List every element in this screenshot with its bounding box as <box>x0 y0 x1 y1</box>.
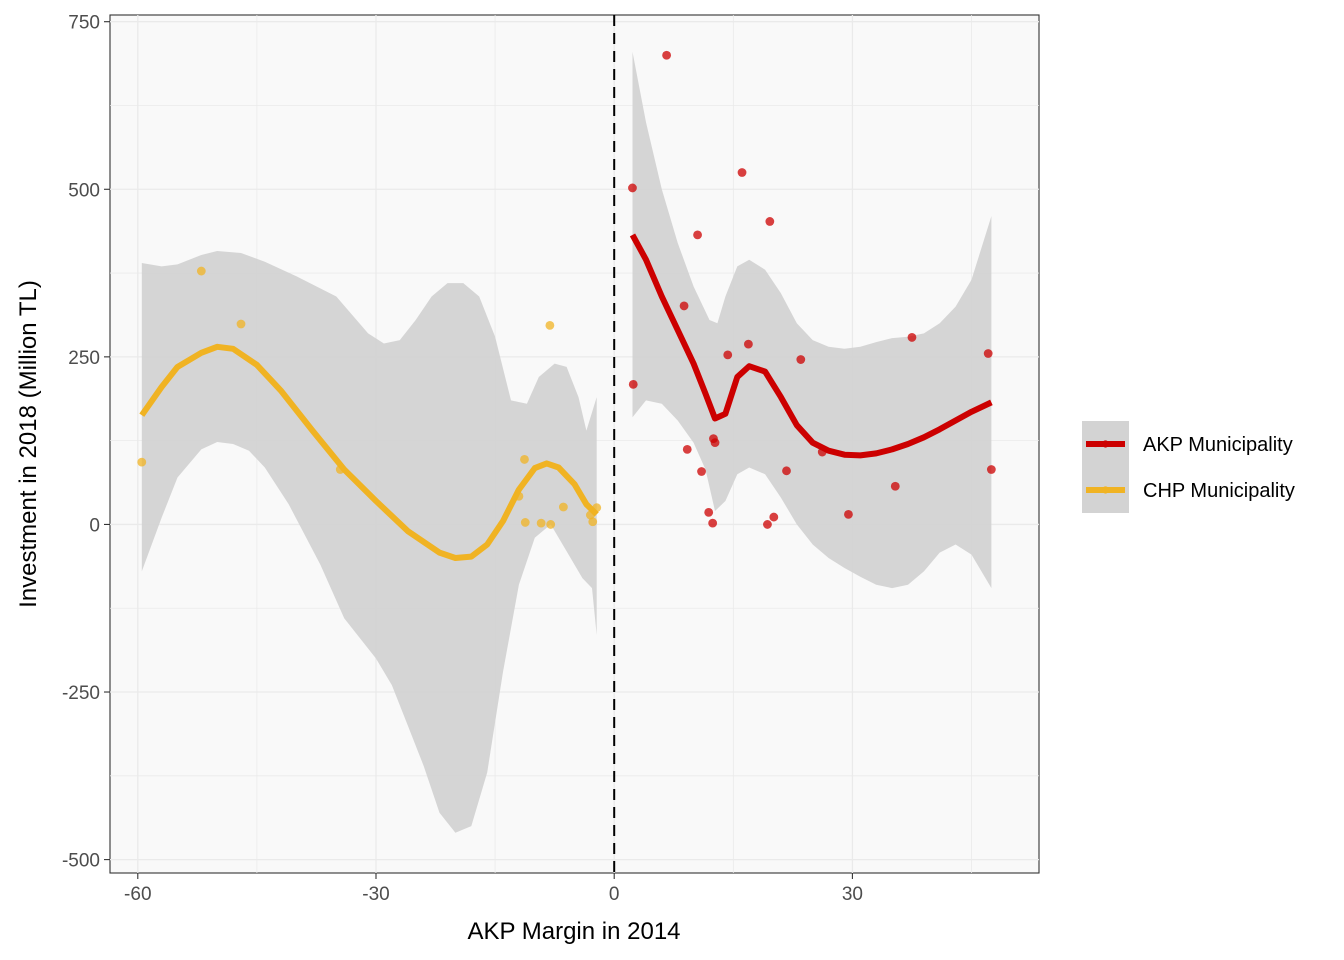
akp-data-point <box>723 350 733 360</box>
akp-data-point <box>890 481 900 491</box>
legend-key-point <box>1101 486 1110 494</box>
y-tick-label: 250 <box>68 348 100 369</box>
legend: AKP Municipality CHP Municipality <box>1082 421 1295 513</box>
data-points <box>137 50 996 529</box>
y-axis-title: Investment in 2018 (Million TL) <box>15 280 42 608</box>
x-tick-label: 30 <box>842 884 863 905</box>
y-tick-label: 750 <box>68 13 100 34</box>
chp-data-point <box>546 520 556 529</box>
x-tick-label: 0 <box>609 884 620 905</box>
akp-data-point <box>782 466 791 476</box>
akp-data-point <box>763 520 772 529</box>
chp-data-point <box>585 510 595 520</box>
akp-data-point <box>743 339 753 349</box>
confidence-band-chp <box>141 251 597 833</box>
akp-data-point <box>693 230 702 240</box>
chp-data-point <box>514 491 524 501</box>
akp-data-point <box>708 518 718 528</box>
akp-smooth-line <box>629 233 993 459</box>
akp-data-point <box>662 50 672 60</box>
smooth-lines <box>139 233 993 561</box>
x-axis-title: AKP Margin in 2014 <box>467 918 680 945</box>
chp-smooth-line <box>139 343 599 561</box>
legend-label: CHP Municipality <box>1143 480 1295 502</box>
chp-data-point <box>520 518 530 527</box>
y-tick-label: 0 <box>89 515 100 536</box>
chp-data-point <box>545 320 555 330</box>
chp-data-point <box>335 465 345 474</box>
x-tick-label: -60 <box>124 884 151 905</box>
akp-data-point <box>737 168 747 177</box>
akp-data-point <box>844 509 853 519</box>
y-tick-label: -500 <box>62 851 100 872</box>
akp-data-point <box>817 447 827 457</box>
akp-data-point <box>628 379 638 389</box>
akp-data-point <box>710 438 720 448</box>
axis-ticks: -60 -30 0 30 -500 -250 0 250 500 750 <box>62 13 863 905</box>
akp-data-point <box>679 301 689 311</box>
akp-data-point <box>986 465 996 474</box>
legend-key-point <box>1101 440 1110 448</box>
confidence-band-akp <box>632 51 992 589</box>
akp-data-point <box>628 183 637 193</box>
chp-data-point <box>592 503 602 513</box>
chp-data-point <box>236 319 246 329</box>
chp-data-point <box>520 455 529 464</box>
akp-data-point <box>682 444 692 454</box>
legend-label: AKP Municipality <box>1143 434 1293 456</box>
confidence-bands <box>141 51 992 833</box>
chp-data-point <box>558 502 568 512</box>
akp-data-point <box>697 467 706 476</box>
x-tick-label: -30 <box>362 884 389 905</box>
akp-data-point <box>796 355 806 364</box>
chp-data-point <box>196 266 206 276</box>
akp-data-point <box>765 217 775 226</box>
y-tick-label: 500 <box>68 180 100 201</box>
akp-data-point <box>983 349 993 358</box>
y-tick-label: -250 <box>62 683 100 704</box>
akp-data-point <box>704 507 714 517</box>
akp-data-point <box>769 512 779 522</box>
akp-data-point <box>907 333 917 342</box>
chp-data-point <box>588 517 598 527</box>
chp-data-point <box>536 518 546 528</box>
chp-data-point <box>137 457 147 467</box>
